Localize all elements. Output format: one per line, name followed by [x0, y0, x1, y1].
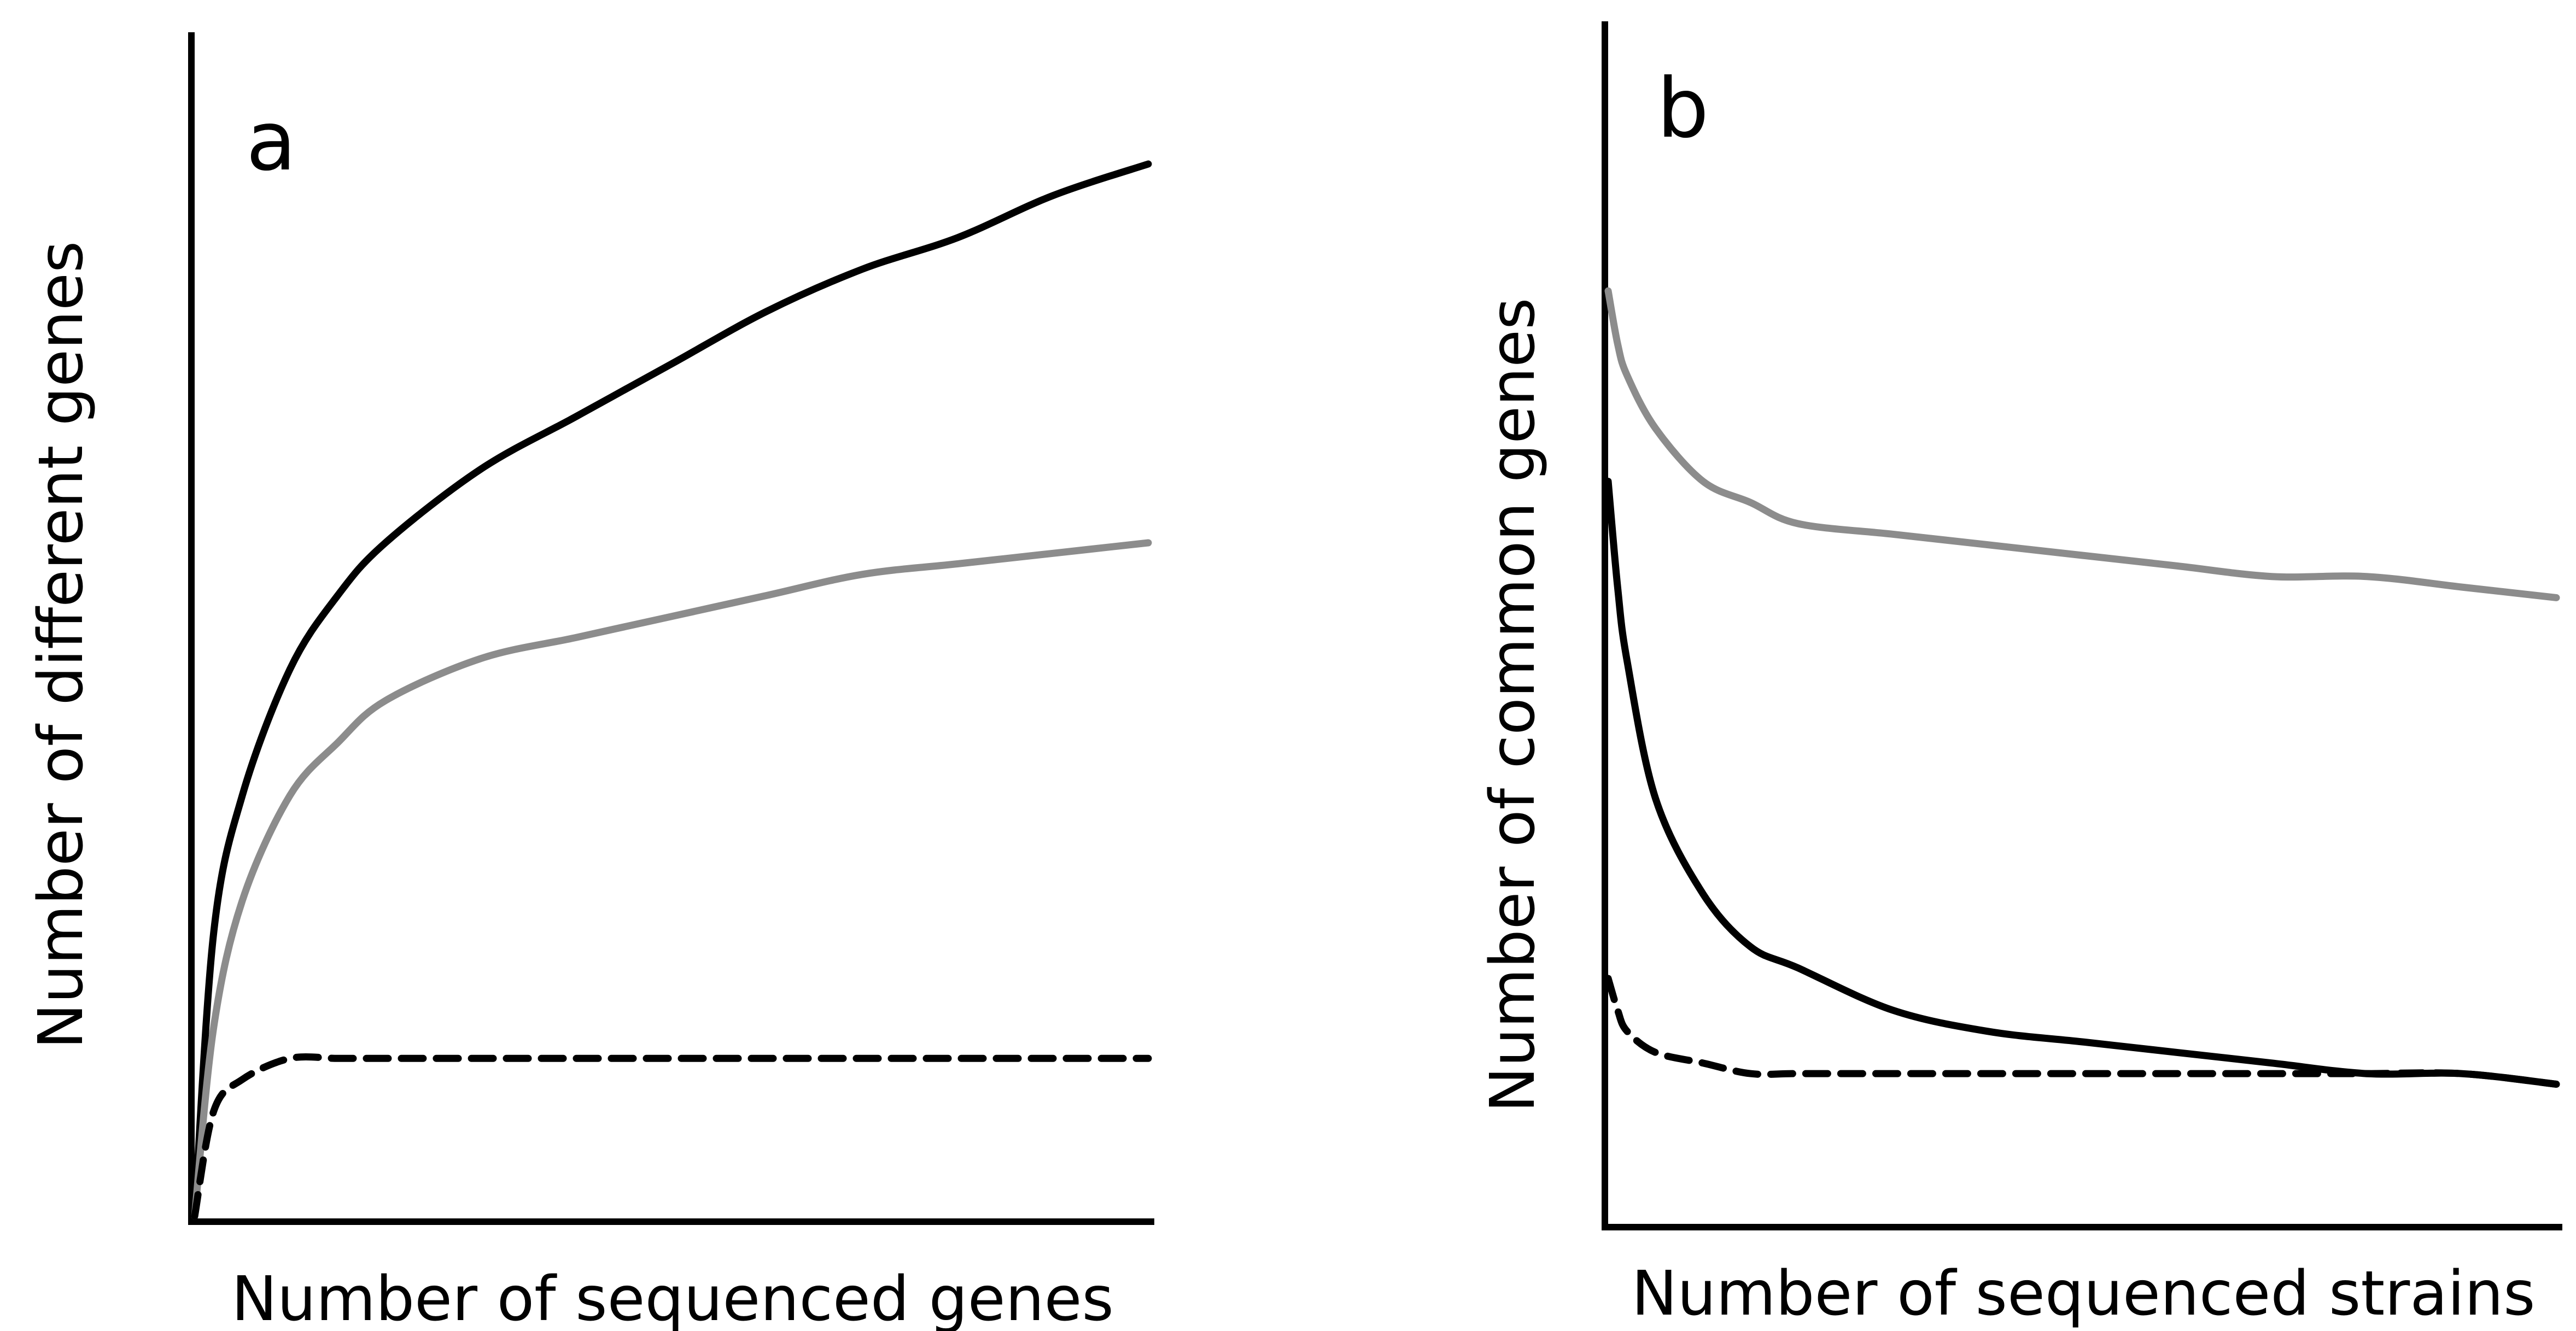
- series-layer-a: [191, 160, 1152, 1220]
- dashed-common-line-b: [1604, 975, 2560, 1088]
- panel-b: b Number of sequenced strains Number of …: [1477, 21, 2562, 1329]
- x-axis-label-b: Number of sequenced strains: [1632, 1258, 2536, 1329]
- panel-a: a Number of sequenced genes Number of di…: [26, 32, 1154, 1331]
- total-genes-line-a: [191, 160, 1152, 1220]
- y-axis-label-b: Number of common genes: [1477, 298, 1549, 1113]
- gray-common-line-b: [1604, 287, 2560, 601]
- black-common-line-b: [1604, 478, 2560, 1088]
- series-layer-b: [1604, 287, 2560, 1088]
- panel-label-b: b: [1657, 61, 1709, 156]
- x-axis-label-a: Number of sequenced genes: [231, 1264, 1114, 1331]
- panel-label-a: a: [246, 94, 296, 189]
- dashed-genes-line-a: [191, 1053, 1152, 1220]
- gray-genes-line-a: [191, 539, 1152, 1220]
- y-axis-label-a: Number of different genes: [26, 241, 97, 1049]
